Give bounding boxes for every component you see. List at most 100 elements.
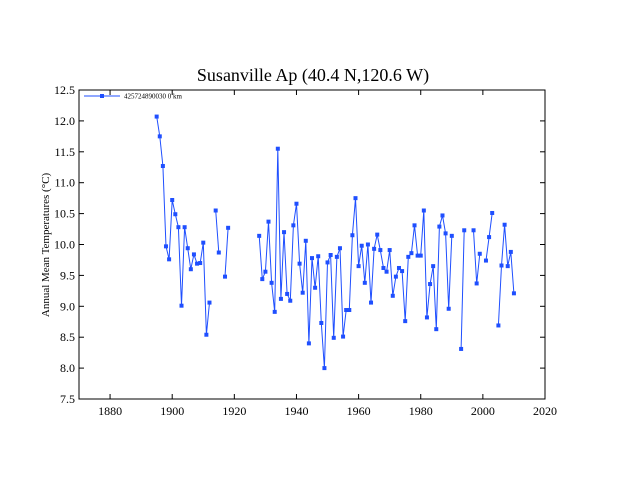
data-point bbox=[421, 208, 426, 213]
series-line bbox=[460, 230, 465, 349]
y-tick-label: 7.5 bbox=[60, 392, 75, 406]
legend-marker bbox=[100, 94, 104, 98]
data-point bbox=[511, 291, 516, 296]
data-point bbox=[396, 265, 401, 270]
data-point bbox=[443, 231, 448, 236]
chart-title: Susanville Ap (40.4 N,120.6 W) bbox=[197, 65, 429, 86]
x-axis: 1880 1900 1920 1940 1960 1980 2000 2020 bbox=[98, 90, 557, 418]
data-point bbox=[477, 251, 482, 256]
data-point bbox=[272, 309, 277, 314]
data-point bbox=[437, 224, 442, 229]
data-point bbox=[198, 261, 203, 266]
y-tick-label: 8.0 bbox=[60, 361, 75, 375]
data-point bbox=[347, 308, 352, 313]
y-tick-label: 12.0 bbox=[54, 114, 75, 128]
data-point bbox=[297, 261, 302, 266]
x-tick-label: 1920 bbox=[222, 404, 246, 418]
legend: 425724890030 0 km bbox=[84, 93, 183, 101]
series-layer bbox=[154, 114, 516, 371]
data-point bbox=[483, 258, 488, 263]
data-point bbox=[387, 248, 392, 253]
y-tick-label: 11.5 bbox=[54, 145, 75, 159]
data-point bbox=[384, 269, 389, 274]
data-point bbox=[372, 246, 377, 251]
data-point bbox=[278, 296, 283, 301]
data-point bbox=[390, 293, 395, 298]
x-tick-label: 1940 bbox=[284, 404, 308, 418]
data-point bbox=[334, 254, 339, 259]
data-point bbox=[508, 249, 513, 254]
data-point bbox=[409, 251, 414, 256]
data-point bbox=[226, 225, 231, 230]
plot-area-frame bbox=[78, 89, 546, 400]
data-point bbox=[415, 253, 420, 258]
data-point bbox=[288, 298, 293, 303]
data-point bbox=[213, 208, 218, 213]
data-point bbox=[362, 280, 367, 285]
data-point bbox=[474, 281, 479, 286]
data-point bbox=[160, 164, 165, 169]
data-point bbox=[303, 238, 308, 243]
data-point bbox=[163, 244, 168, 249]
data-point bbox=[285, 291, 290, 296]
series-line bbox=[497, 224, 515, 326]
data-point bbox=[412, 223, 417, 228]
data-point bbox=[499, 263, 504, 268]
data-point bbox=[434, 327, 439, 332]
data-point bbox=[260, 277, 265, 282]
y-tick-label: 9.0 bbox=[60, 299, 75, 313]
data-point bbox=[490, 210, 495, 215]
data-point bbox=[191, 252, 196, 257]
x-tick-label: 1960 bbox=[347, 404, 371, 418]
data-point bbox=[440, 213, 445, 218]
data-point bbox=[179, 303, 184, 308]
y-tick-label: 8.5 bbox=[60, 330, 75, 344]
data-point bbox=[428, 282, 433, 287]
data-point bbox=[505, 264, 510, 269]
data-point bbox=[275, 146, 280, 151]
data-point bbox=[257, 233, 262, 238]
data-point bbox=[316, 254, 321, 259]
data-point bbox=[462, 228, 467, 233]
data-point bbox=[306, 341, 311, 346]
data-point bbox=[369, 300, 374, 305]
y-tick-label: 9.5 bbox=[60, 268, 75, 282]
x-tick-label: 1980 bbox=[409, 404, 433, 418]
x-tick-label: 1880 bbox=[98, 404, 122, 418]
data-point bbox=[173, 212, 178, 217]
data-point bbox=[431, 264, 436, 269]
x-tick-label: 2000 bbox=[471, 404, 495, 418]
data-point bbox=[459, 346, 464, 351]
data-point bbox=[170, 198, 175, 203]
x-tick-label: 2020 bbox=[533, 404, 557, 418]
data-point bbox=[487, 235, 492, 240]
y-tick-label: 11.0 bbox=[54, 176, 75, 190]
data-point bbox=[356, 264, 361, 269]
data-point bbox=[344, 308, 349, 313]
y-axis-title: Annual Mean Temperatures (°C) bbox=[40, 173, 52, 318]
data-point bbox=[207, 300, 212, 305]
y-tick-label: 10.5 bbox=[54, 207, 75, 221]
x-tick-label: 1900 bbox=[160, 404, 184, 418]
data-point bbox=[365, 242, 370, 247]
data-point bbox=[167, 257, 172, 262]
data-point bbox=[446, 306, 451, 311]
data-point bbox=[381, 265, 386, 270]
data-point bbox=[322, 366, 327, 371]
data-point bbox=[375, 232, 380, 237]
data-point bbox=[223, 274, 228, 279]
data-point bbox=[313, 285, 318, 290]
data-point bbox=[400, 269, 405, 274]
data-point bbox=[157, 134, 162, 139]
data-point bbox=[185, 246, 190, 251]
series-line bbox=[258, 148, 453, 369]
data-point bbox=[294, 201, 299, 206]
data-point bbox=[341, 334, 346, 339]
legend-label: 425724890030 0 km bbox=[124, 93, 183, 101]
y-axis: 7.5 8.0 8.5 9.0 9.5 10.0 10.5 11.0 11.5 12.0 12.5 bbox=[54, 83, 545, 406]
data-point bbox=[359, 243, 364, 248]
data-point bbox=[403, 319, 408, 324]
data-point bbox=[300, 290, 305, 295]
data-point bbox=[291, 223, 296, 228]
